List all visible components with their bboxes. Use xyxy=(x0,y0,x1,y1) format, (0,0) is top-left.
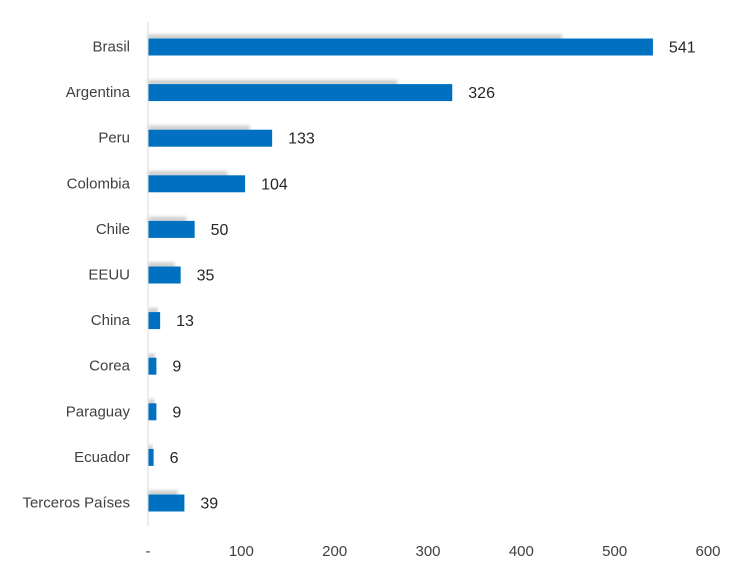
x-tick-label: 200 xyxy=(322,543,347,560)
category-label: EEUU xyxy=(88,267,130,284)
value-label: 104 xyxy=(261,176,288,193)
bar-shadow xyxy=(148,490,178,496)
value-label: 50 xyxy=(211,222,229,239)
bar-shadow xyxy=(148,125,250,131)
x-tick-label: 600 xyxy=(695,543,720,560)
bar-argentina xyxy=(148,84,453,102)
bar-shadows xyxy=(148,34,563,496)
bar-shadow xyxy=(148,262,175,268)
category-label: Peru xyxy=(98,130,130,147)
bar-shadow xyxy=(148,308,158,314)
value-label: 9 xyxy=(172,359,181,376)
value-label: 35 xyxy=(197,268,215,285)
bars-group xyxy=(148,38,653,512)
x-tick-label: - xyxy=(146,543,151,560)
bar-shadow xyxy=(148,353,155,359)
value-label: 13 xyxy=(176,313,194,330)
category-labels: Brasil Argentina Peru Colombia Chile EEUU Chin… xyxy=(22,39,130,512)
category-label: Terceros Países xyxy=(22,495,130,512)
bar-shadow xyxy=(148,444,153,450)
value-label: 133 xyxy=(288,131,315,148)
value-label: 541 xyxy=(669,40,696,57)
bar-shadow xyxy=(148,399,155,405)
bar-eeuu xyxy=(148,266,181,284)
category-label: Paraguay xyxy=(66,403,131,420)
category-label: Argentina xyxy=(66,84,131,101)
bar-ecuador xyxy=(148,448,154,466)
bar-chile xyxy=(148,220,195,238)
bar-paraguay xyxy=(148,403,157,421)
value-labels: 541 326 133 104 50 35 13 9 9 6 39 xyxy=(170,40,696,513)
bar-corea xyxy=(148,357,157,375)
bar-china xyxy=(148,312,161,330)
value-label: 6 xyxy=(170,450,179,467)
bar-shadow xyxy=(148,80,398,86)
category-label: Colombia xyxy=(67,175,131,192)
bar-colombia xyxy=(148,175,246,193)
category-label: China xyxy=(91,312,131,329)
bar-brasil xyxy=(148,38,653,56)
category-label: Ecuador xyxy=(74,449,130,466)
value-label: 39 xyxy=(200,496,218,513)
x-tick-label: 400 xyxy=(509,543,534,560)
category-label: Corea xyxy=(89,358,131,375)
value-label: 9 xyxy=(172,404,181,421)
x-axis-tick-labels: - 100 200 300 400 500 600 xyxy=(146,543,721,560)
x-tick-label: 100 xyxy=(229,543,254,560)
category-label: Brasil xyxy=(92,39,130,56)
bar-terceros-pa-ses xyxy=(148,494,185,512)
bar-shadow xyxy=(148,171,228,177)
value-label: 326 xyxy=(468,85,495,102)
bar-peru xyxy=(148,129,273,147)
bar-shadow xyxy=(148,216,187,222)
x-tick-label: 500 xyxy=(602,543,627,560)
bar-shadow xyxy=(148,34,563,40)
category-label: Chile xyxy=(96,221,130,238)
x-tick-label: 300 xyxy=(415,543,440,560)
